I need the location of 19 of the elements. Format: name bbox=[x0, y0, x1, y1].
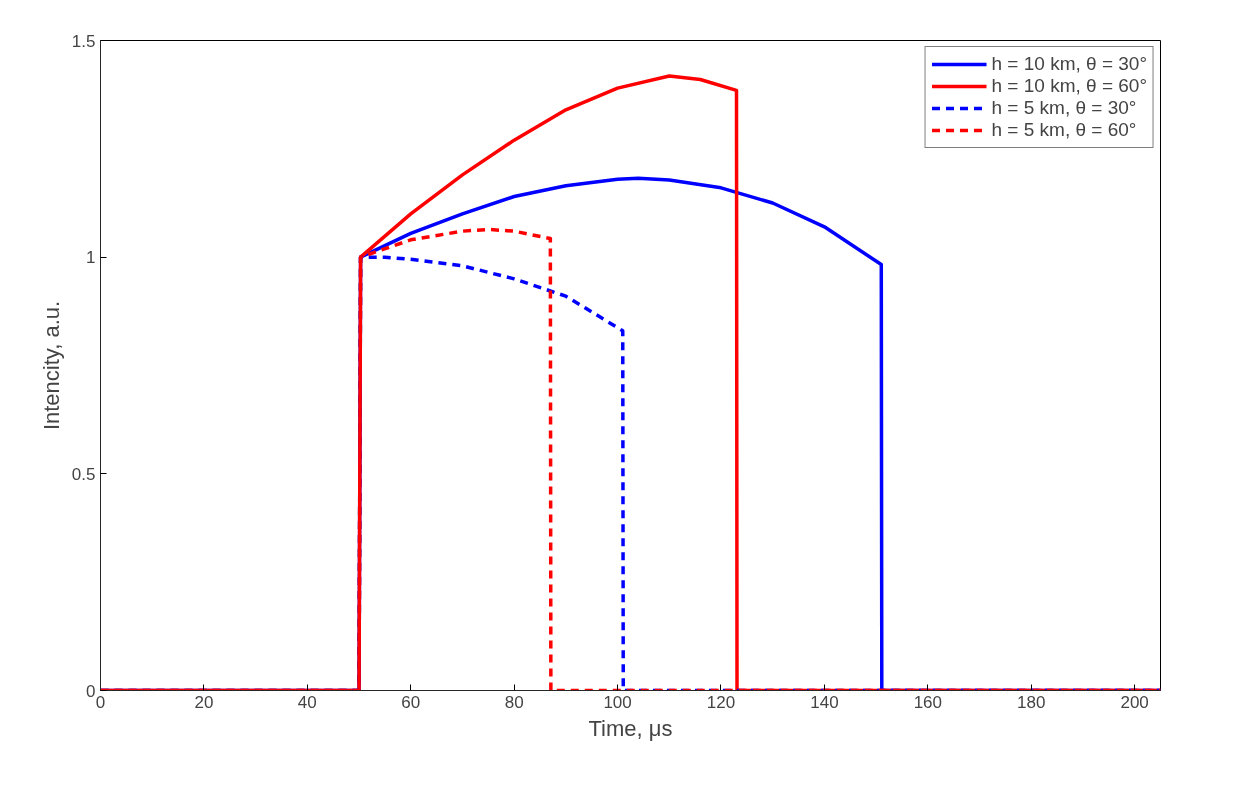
x-tick-label: 140 bbox=[810, 692, 839, 712]
x-tick-label: 60 bbox=[401, 692, 421, 712]
x-tick-label: 100 bbox=[603, 692, 632, 712]
legend-label: h = 10 km, θ = 60° bbox=[991, 75, 1147, 97]
x-tick-label: 120 bbox=[706, 692, 736, 712]
legend-label: h = 5 km, θ = 30° bbox=[991, 97, 1137, 119]
x-tick-label: 80 bbox=[504, 692, 524, 712]
y-tick-label: 1.5 bbox=[71, 31, 96, 51]
x-tick-label: 160 bbox=[913, 692, 943, 712]
y-tick-label: 0.5 bbox=[71, 464, 96, 484]
x-tick-label: 20 bbox=[194, 692, 214, 712]
y-tick-label: 1 bbox=[86, 248, 96, 268]
x-axis-title: Time, μs bbox=[588, 715, 673, 741]
legend-label: h = 5 km, θ = 60° bbox=[991, 119, 1137, 141]
y-axis-title: Intencity, a.u. bbox=[38, 300, 64, 431]
x-tick-label: 40 bbox=[297, 692, 317, 712]
legend-label: h = 10 km, θ = 30° bbox=[991, 53, 1147, 75]
x-tick-label: 200 bbox=[1120, 692, 1149, 712]
x-tick-label: 180 bbox=[1017, 692, 1046, 712]
